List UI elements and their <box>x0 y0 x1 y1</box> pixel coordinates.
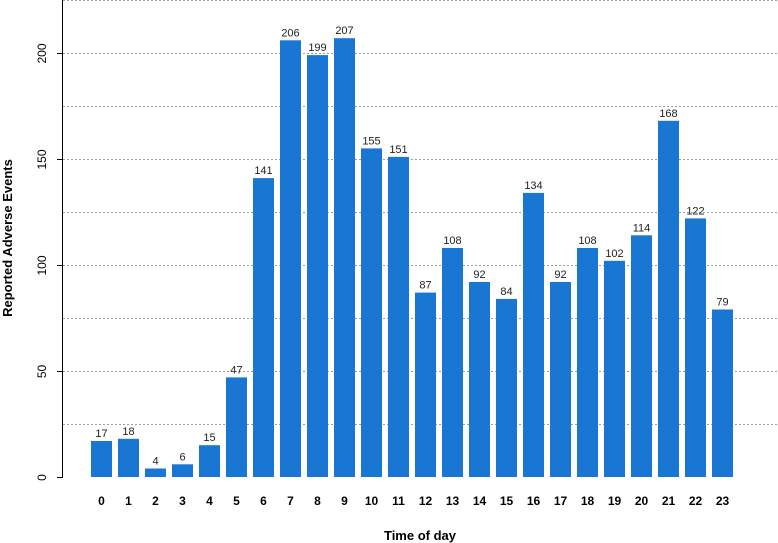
x-tick-label: 2 <box>152 494 159 508</box>
bar <box>442 248 463 477</box>
data-label: 206 <box>281 27 299 39</box>
bar <box>91 441 112 477</box>
bar <box>172 464 193 477</box>
data-label: 108 <box>578 235 596 247</box>
x-tick-label: 8 <box>314 494 321 508</box>
x-tick-label: 23 <box>716 494 730 508</box>
bar <box>280 40 301 478</box>
data-label: 17 <box>95 428 107 440</box>
data-label: 79 <box>716 297 728 309</box>
x-tick-label: 13 <box>446 494 460 508</box>
bar <box>253 178 274 477</box>
data-label: 155 <box>362 135 380 147</box>
x-tick-label: 4 <box>206 494 213 508</box>
x-tick-label: 22 <box>689 494 703 508</box>
bar <box>118 438 139 477</box>
bar <box>496 298 517 477</box>
x-tick-label: 3 <box>179 494 186 508</box>
bar <box>199 445 220 477</box>
x-tick-label: 9 <box>341 494 348 508</box>
data-label: 122 <box>686 205 704 217</box>
data-label: 114 <box>633 222 651 234</box>
y-tick-label: 100 <box>35 255 49 275</box>
bar <box>658 120 679 478</box>
bar <box>685 218 706 477</box>
bar <box>469 282 490 477</box>
y-axis-title: Reported Adverse Events <box>0 159 15 317</box>
bar <box>307 55 328 477</box>
bars <box>91 38 733 478</box>
data-label: 6 <box>179 451 185 463</box>
data-label: 47 <box>230 364 242 376</box>
y-axis-ticks: 0 50 100 150 200 <box>35 43 63 481</box>
data-label: 84 <box>500 286 512 298</box>
bar <box>550 282 571 477</box>
y-tick-label: 200 <box>35 43 49 63</box>
x-tick-label: 15 <box>500 494 514 508</box>
bar <box>604 260 625 477</box>
bar <box>388 156 409 477</box>
x-axis-title: Time of day <box>384 528 457 543</box>
x-tick-label: 18 <box>581 494 595 508</box>
bar <box>226 377 247 477</box>
y-tick-label: 150 <box>35 149 49 169</box>
data-label: 151 <box>389 144 407 156</box>
x-tick-label: 14 <box>473 494 487 508</box>
data-label: 15 <box>203 432 215 444</box>
x-tick-label: 7 <box>287 494 294 508</box>
bar <box>712 309 733 477</box>
x-tick-label: 6 <box>260 494 267 508</box>
x-tick-label: 21 <box>662 494 676 508</box>
x-tick-label: 19 <box>608 494 622 508</box>
data-label: 18 <box>122 426 134 438</box>
x-tick-label: 5 <box>233 494 240 508</box>
bar <box>631 235 652 477</box>
y-tick-label: 0 <box>35 474 49 481</box>
bar <box>361 148 382 477</box>
x-tick-label: 10 <box>365 494 379 508</box>
data-label: 92 <box>473 269 485 281</box>
x-tick-label: 20 <box>635 494 649 508</box>
x-tick-label: 0 <box>98 494 105 508</box>
x-tick-label: 11 <box>392 494 405 508</box>
data-labels: 17 18 4 6 15 47 141 206 199 207 155 151 87 108 92 84 134… <box>95 25 728 467</box>
bar <box>523 192 544 477</box>
x-axis-ticks: 0 1 2 3 4 5 6 7 8 9 10 11 12 13 14 15 16 17 18 19 20 21 22 23 <box>98 494 729 508</box>
x-tick-label: 1 <box>125 494 132 508</box>
data-label: 141 <box>254 165 272 177</box>
x-tick-label: 17 <box>554 494 568 508</box>
data-label: 108 <box>443 235 461 247</box>
bar <box>577 248 598 477</box>
x-tick-label: 16 <box>527 494 541 508</box>
data-label: 102 <box>605 248 623 260</box>
bar <box>334 38 355 477</box>
bar <box>145 468 166 477</box>
data-label: 207 <box>335 25 353 37</box>
data-label: 92 <box>554 269 566 281</box>
bar <box>415 292 436 477</box>
data-label: 134 <box>524 180 542 192</box>
y-tick-label: 50 <box>35 365 49 379</box>
data-label: 4 <box>152 456 158 468</box>
data-label: 199 <box>308 42 326 54</box>
x-tick-label: 12 <box>419 494 433 508</box>
data-label: 87 <box>419 280 431 292</box>
data-label: 168 <box>659 108 677 120</box>
